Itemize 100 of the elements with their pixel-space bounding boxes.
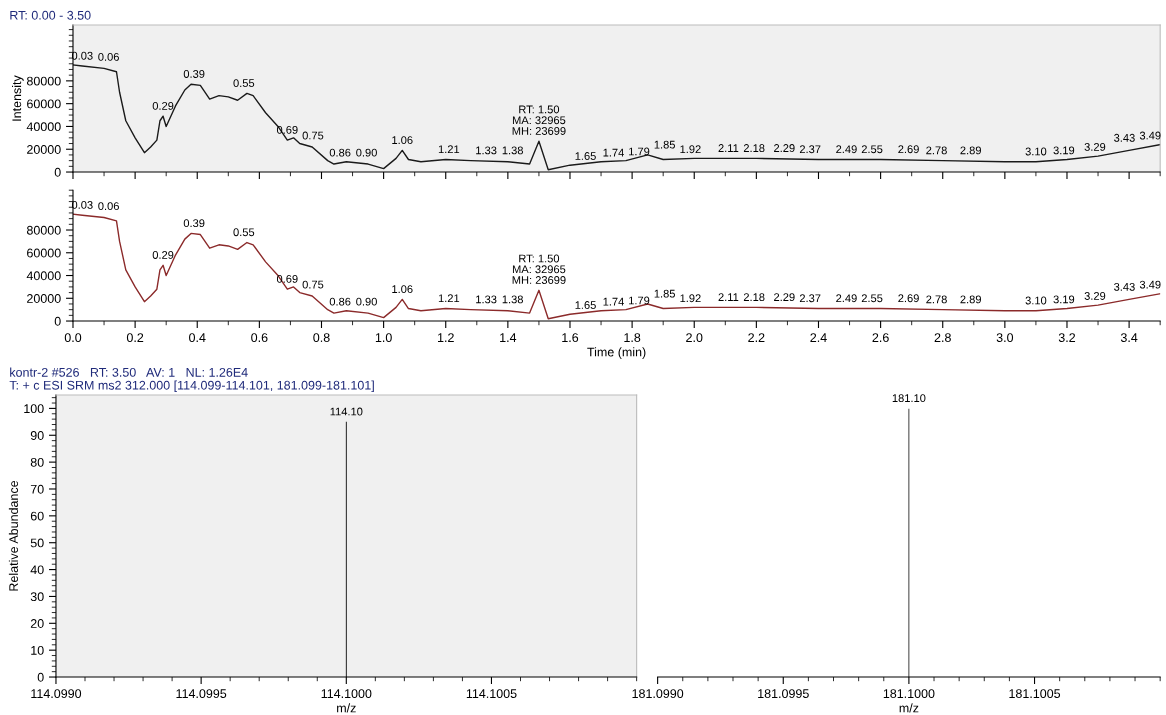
y-tick-label: 90 (30, 431, 44, 440)
annotation: 2.69 (898, 294, 919, 303)
x-tick-label: 3.4 (1120, 333, 1138, 343)
annotation: 3.10 (1025, 147, 1047, 156)
annotation: 1.92 (680, 145, 701, 154)
annotation: 1.79 (629, 296, 650, 305)
x-tick-label: 0.8 (313, 333, 330, 343)
annotation: 0.75 (302, 280, 324, 289)
y-tick-label: 20 (30, 619, 44, 628)
x-tick-label: 181.1005 (1009, 689, 1061, 699)
annotation: 0.29 (152, 251, 174, 259)
annotation: 2.89 (960, 146, 981, 155)
annotation: 0.75 (302, 131, 324, 140)
x-tick-label: 114.0995 (176, 689, 227, 699)
y-tick-label: 80000 (26, 76, 61, 86)
annotation: RT: 1.50 MA: 32965 MH: 23699 (512, 105, 566, 135)
annotation: 2.11 (718, 293, 739, 301)
annotation: 0.86 (329, 297, 351, 306)
annotation: 3.29 (1084, 292, 1106, 300)
annotation: 1.33 (476, 146, 497, 155)
x-tick-label: 2.4 (810, 333, 827, 342)
annotation: 0.86 (329, 148, 351, 157)
annotation: 2.37 (799, 294, 821, 303)
annotation: 2.55 (861, 294, 883, 303)
annotation: 0.39 (183, 219, 205, 228)
x-tick-label: 1.8 (624, 333, 641, 343)
y-tick-label: 100 (24, 404, 44, 414)
annotation: 1.06 (392, 136, 413, 145)
x-tick-label: 2.8 (934, 333, 951, 343)
y-tick-label: 70 (30, 484, 44, 494)
x-tick-label: 0.6 (251, 333, 268, 343)
annotation: 1.21 (438, 294, 460, 303)
x-tick-label: 2.0 (686, 333, 703, 343)
x-tick-label: 114.0990 (31, 689, 82, 699)
y-tick-label: 60000 (27, 248, 61, 258)
annotation: 114.10 (330, 407, 363, 416)
y-axis-title: Relative Abundance (8, 480, 19, 591)
annotation: 2.29 (774, 293, 795, 302)
chart-subtitle: T: + c ESI SRM ms2 312.000 [114.099-114.101, 181.099-181.101] (9, 380, 374, 393)
annotation: 2.18 (743, 293, 765, 302)
x-tick-label: 2.2 (748, 333, 765, 342)
annotation: 3.49 (1139, 131, 1161, 140)
x-tick-label: 3.0 (996, 333, 1014, 343)
x-tick-label: 2.6 (872, 333, 889, 343)
y-tick-label: 20000 (27, 294, 61, 303)
y-tick-label: 0 (54, 167, 61, 177)
annotation: 1.79 (629, 147, 650, 156)
annotation: 0.39 (183, 70, 205, 78)
annotation: 2.49 (836, 294, 857, 303)
annotation: 2.29 (774, 144, 795, 152)
annotation: 3.43 (1114, 133, 1135, 142)
annotation: 2.69 (898, 145, 919, 154)
annotation: 1.85 (654, 140, 675, 149)
annotation: 1.38 (502, 295, 523, 304)
annotation: 0.03 (71, 51, 93, 60)
annotation: 2.55 (861, 145, 883, 154)
annotation: RT: 1.50 MA: 32965 MH: 23699 (512, 254, 566, 284)
y-tick-label: 0 (54, 316, 61, 326)
annotation: 1.74 (603, 297, 624, 306)
y-tick-label: 0 (37, 672, 44, 682)
y-tick-label: 40000 (26, 122, 61, 132)
y-tick-label: 50 (30, 538, 44, 548)
x-axis-title: m/z (899, 703, 919, 713)
x-tick-label: 181.0990 (632, 689, 684, 699)
x-axis-title: Time (min) (587, 347, 646, 359)
annotation: 3.49 (1139, 280, 1161, 289)
x-tick-label: 181.1000 (883, 689, 935, 699)
y-tick-label: 30 (30, 592, 44, 602)
annotation: 0.29 (152, 101, 174, 110)
annotation: 3.19 (1053, 146, 1075, 155)
annotation: 2.11 (718, 144, 739, 152)
annotation: 0.06 (98, 202, 119, 210)
x-tick-label: 1.6 (562, 333, 579, 343)
x-tick-label: 1.2 (438, 333, 454, 342)
annotation: 0.90 (356, 148, 377, 157)
annotation: 181.10 (892, 394, 926, 403)
annotation: 3.43 (1114, 282, 1135, 291)
x-tick-label: 114.1000 (321, 689, 372, 699)
annotation: 1.92 (680, 294, 701, 303)
annotation: 3.10 (1025, 296, 1047, 305)
annotation: 2.49 (836, 145, 857, 154)
y-tick-label: 10 (31, 645, 44, 655)
x-tick-label: 0.4 (189, 333, 206, 343)
x-tick-label: 1.4 (500, 333, 517, 342)
annotation: 2.37 (799, 145, 821, 154)
x-tick-label: 0.2 (126, 333, 144, 343)
annotation: 1.74 (603, 148, 624, 157)
annotation: 3.29 (1084, 142, 1106, 151)
x-tick-label: 114.1005 (466, 689, 517, 699)
x-tick-label: 0.0 (64, 333, 82, 343)
chart-title: RT: 0.00 - 3.50 (10, 10, 91, 20)
annotation: 1.06 (392, 285, 413, 294)
annotation: 1.65 (575, 301, 596, 309)
y-tick-label: 80000 (26, 225, 61, 235)
annotation: 1.21 (438, 145, 460, 154)
annotation: 0.06 (98, 52, 119, 61)
annotation: 2.89 (960, 295, 981, 304)
annotation: 2.78 (926, 146, 947, 155)
y-tick-label: 60000 (27, 99, 61, 109)
annotation: 1.85 (654, 289, 675, 298)
